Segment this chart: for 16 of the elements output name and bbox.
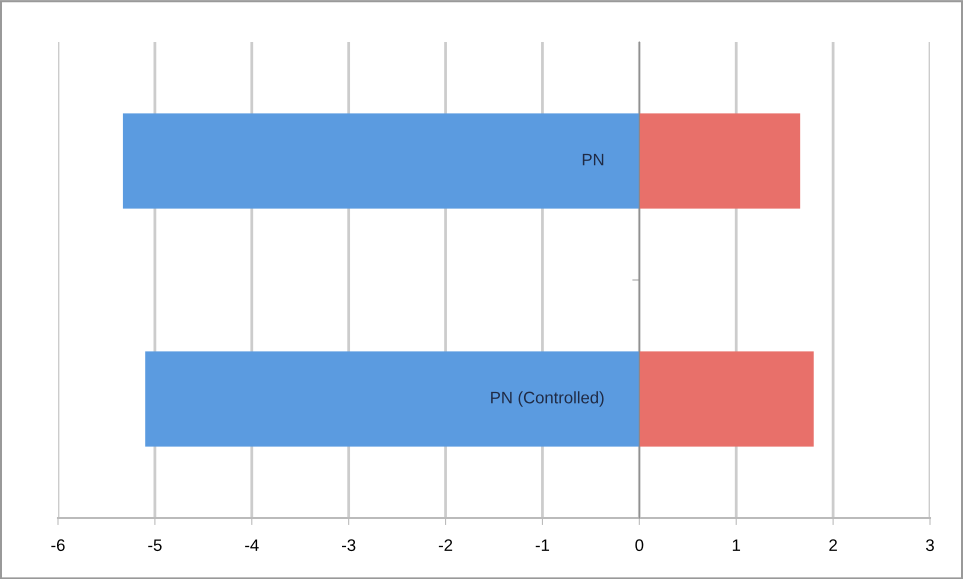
- bar: [122, 113, 640, 209]
- x-tick-label: 1: [732, 539, 740, 551]
- bar: [639, 351, 814, 447]
- x-tick-label: 0: [635, 539, 644, 552]
- x-tick-label: 2: [829, 539, 837, 551]
- x-tick-label: -6: [51, 539, 65, 552]
- x-tick-label: -5: [148, 539, 162, 552]
- x-tick-label: -4: [245, 539, 259, 551]
- bar: [145, 351, 640, 447]
- x-tick-label: 3: [926, 539, 934, 552]
- y-tick-label: PN: [582, 154, 604, 166]
- x-tick-label: -2: [438, 539, 452, 551]
- x-tick-label: -1: [536, 539, 550, 551]
- y-tick-label: PN (Controlled): [491, 391, 604, 407]
- x-tick-label: -3: [342, 539, 356, 552]
- bar: [639, 113, 800, 209]
